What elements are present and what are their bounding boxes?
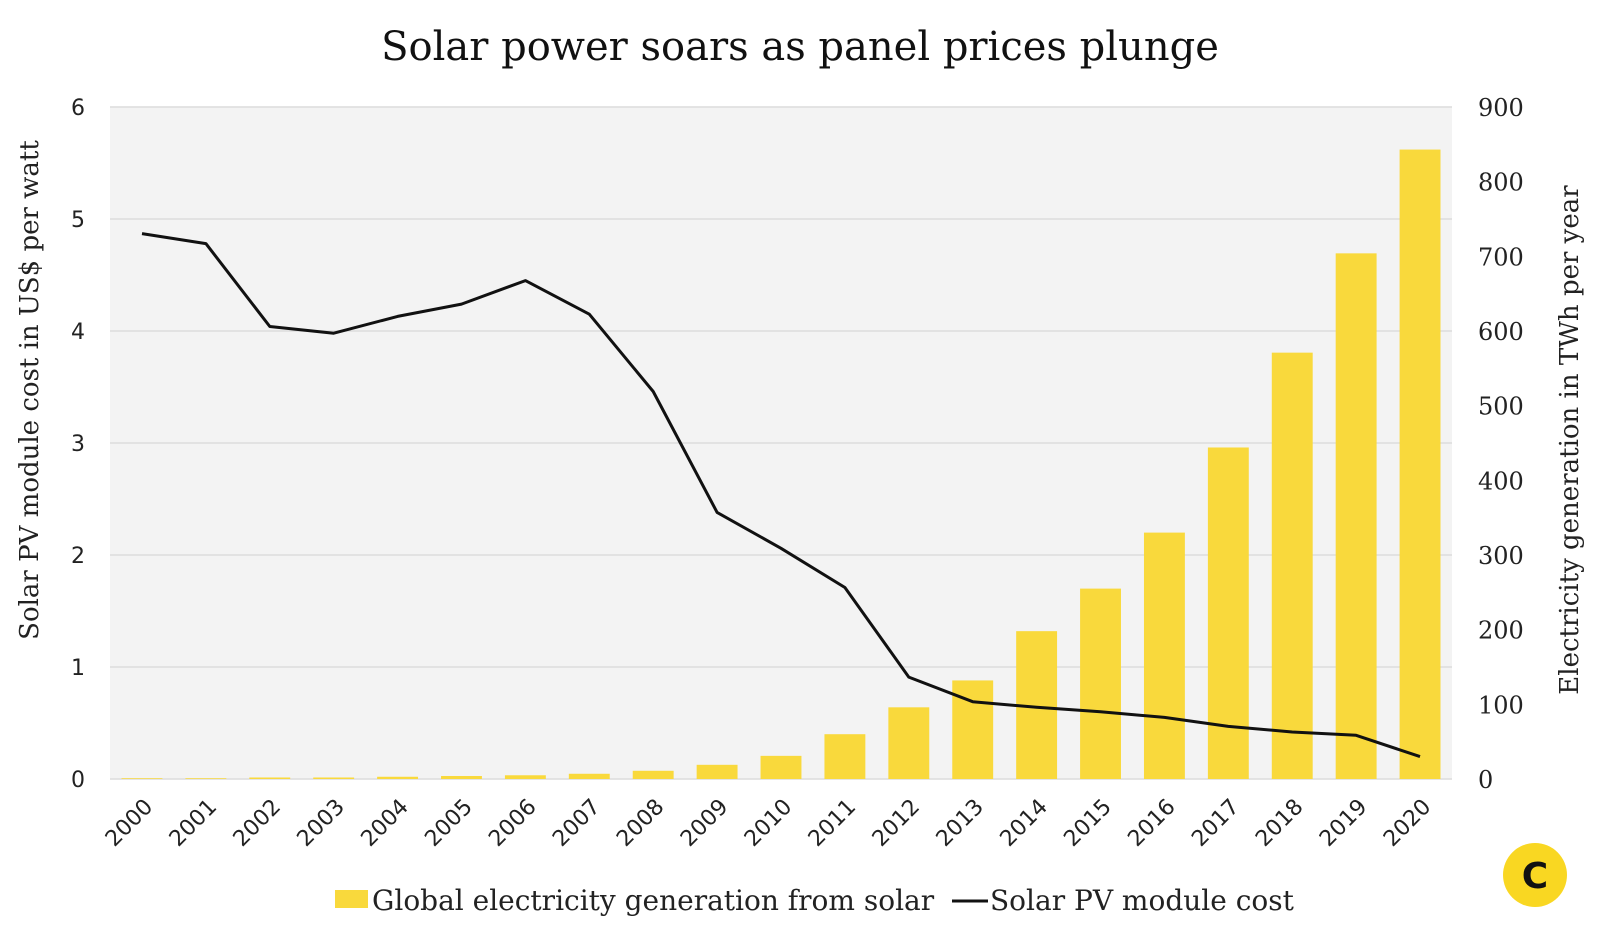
right-tick-label: 500: [1478, 393, 1524, 421]
left-axis-label: Solar PV module cost in US$ per watt: [15, 140, 45, 640]
x-tick-label: 2019: [1315, 795, 1372, 852]
bar-2011: [824, 734, 866, 779]
bar-2016: [1143, 532, 1185, 779]
right-tick-label: 700: [1478, 243, 1524, 271]
bar-2017: [1207, 447, 1249, 779]
left-tick-label: 4: [71, 320, 85, 345]
x-tick-label: 2011: [804, 795, 861, 852]
brand-logo: C: [1503, 843, 1567, 907]
left-tick-label: 6: [71, 96, 85, 121]
x-tick-label: 2018: [1251, 795, 1308, 852]
x-tick-label: 2001: [165, 795, 222, 852]
right-tick-label: 200: [1478, 617, 1524, 645]
bar-2012: [888, 707, 930, 779]
left-tick-label: 2: [71, 544, 85, 569]
right-axis-ticks: 0 100 200 300 400 500 600 700 800 900: [1478, 94, 1524, 794]
legend-line-label: Solar PV module cost: [990, 884, 1295, 917]
left-tick-label: 3: [71, 432, 85, 457]
left-tick-label: 1: [71, 656, 85, 681]
x-tick-label: 2017: [1187, 795, 1244, 852]
legend-bar-label: Global electricity generation from solar: [372, 884, 935, 917]
bar-2015: [1080, 588, 1121, 779]
x-tick-label: 2008: [612, 795, 669, 852]
right-axis-label: Electricity generation in TWh per year: [1555, 185, 1585, 695]
x-tick-label: 2014: [996, 795, 1053, 852]
bar-2018: [1271, 352, 1313, 779]
logo-letter: C: [1522, 856, 1548, 897]
right-tick-label: 400: [1478, 467, 1524, 495]
bar-2008: [632, 770, 674, 779]
x-tick-label: 2009: [676, 795, 733, 852]
x-tick-label: 2000: [101, 795, 158, 852]
right-tick-label: 600: [1478, 318, 1524, 346]
x-tick-label: 2012: [868, 795, 925, 852]
bar-series: [121, 149, 1441, 779]
left-tick-label: 0: [71, 768, 85, 793]
legend-bar-swatch: [335, 890, 368, 908]
right-tick-label: 0: [1478, 766, 1493, 794]
x-tick-label: 2005: [420, 795, 477, 852]
x-tick-label: 2013: [932, 795, 989, 852]
bar-2007: [568, 773, 610, 779]
chart-title: Solar power soars as panel prices plunge: [381, 24, 1219, 70]
x-tick-label: 2006: [484, 795, 541, 852]
bar-2010: [760, 755, 802, 779]
bar-2004: [377, 776, 419, 779]
left-tick-label: 5: [71, 208, 85, 233]
bar-2020: [1399, 149, 1441, 779]
right-tick-label: 100: [1478, 691, 1524, 719]
legend: Global electricity generation from solar…: [335, 884, 1295, 917]
x-tick-label: 2015: [1059, 795, 1116, 852]
right-tick-label: 900: [1478, 94, 1524, 122]
x-tick-label: 2010: [740, 795, 797, 852]
cost-line: [141, 232, 1421, 759]
bar-2000: [121, 778, 163, 779]
bar-2019: [1335, 253, 1377, 779]
logo-badge: [1503, 843, 1567, 907]
x-tick-label: 2004: [357, 795, 414, 852]
bar-2001: [185, 778, 227, 779]
bar-2003: [313, 777, 355, 779]
left-axis-ticks: 0 1 2 3 4 5 6: [71, 96, 85, 793]
x-tick-label: 2020: [1379, 795, 1436, 852]
bar-2009: [696, 764, 738, 779]
right-tick-label: 300: [1478, 542, 1524, 570]
bar-2002: [249, 777, 291, 779]
right-tick-label: 800: [1478, 169, 1524, 197]
x-tick-label: 2003: [293, 795, 350, 852]
bar-2006: [504, 775, 546, 779]
x-tick-label: 2002: [229, 795, 286, 852]
x-axis-ticks: 2000 2001 2002 2003 2004 2005 2006 2007 2008 2009…: [101, 795, 1436, 852]
x-tick-label: 2016: [1123, 795, 1180, 852]
x-tick-label: 2007: [548, 795, 605, 852]
bar-2005: [441, 776, 482, 779]
